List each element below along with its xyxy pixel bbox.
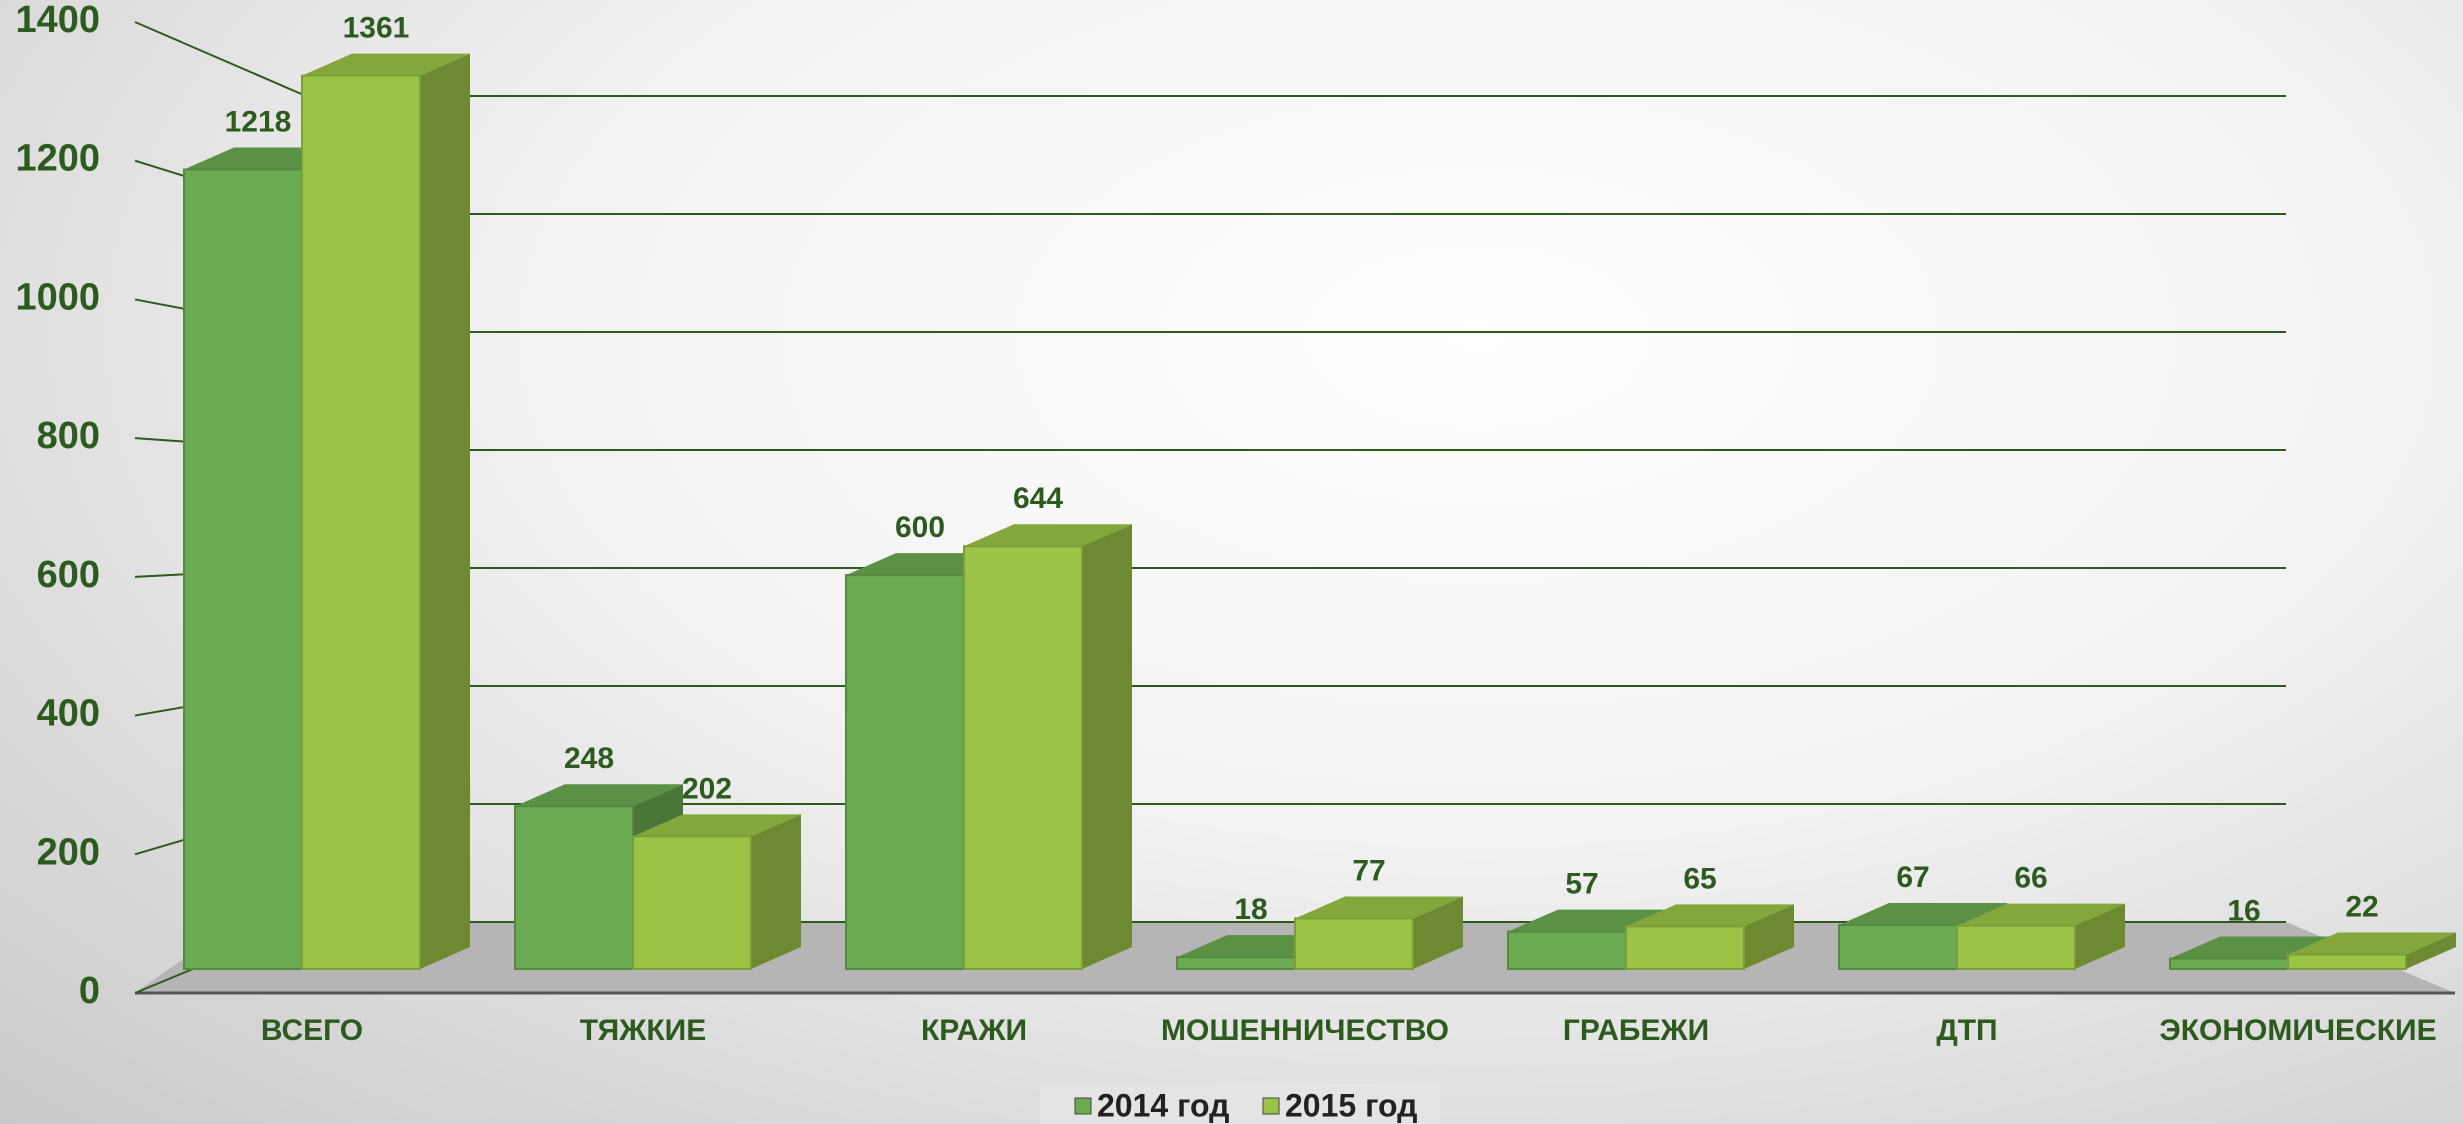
bar-top — [515, 784, 683, 807]
bar-top — [1626, 904, 1794, 927]
value-label: 16 — [2227, 894, 2260, 927]
bar-front — [2287, 953, 2407, 971]
y-tick-label: 1200 — [15, 138, 100, 180]
y-tick-label: 200 — [37, 831, 100, 873]
bar-front — [1956, 924, 2076, 971]
legend-swatch — [1262, 1097, 1280, 1115]
y-tick-label: 400 — [37, 693, 100, 735]
bar-side — [751, 814, 801, 969]
x-tick-label: МОШЕННИЧЕСТВО — [1161, 1014, 1449, 1047]
bar — [1294, 896, 1463, 971]
bar-front — [963, 545, 1083, 970]
bar-front — [301, 74, 421, 971]
bar-front — [1176, 956, 1296, 970]
bar — [2287, 932, 2456, 971]
bar — [1625, 904, 1794, 971]
bar-front — [632, 835, 752, 970]
y-tick-label: 600 — [37, 554, 100, 596]
bar-front — [1625, 925, 1745, 971]
bar — [301, 53, 470, 971]
bar-side — [420, 53, 470, 970]
bar-top — [302, 53, 470, 76]
value-label: 1361 — [343, 12, 410, 45]
bar-side — [1744, 904, 1794, 969]
value-label: 644 — [1013, 482, 1063, 515]
bar-side — [1413, 896, 1463, 969]
bar-front — [845, 574, 965, 971]
bar-front — [1507, 930, 1627, 970]
bar-top — [1295, 896, 1463, 919]
value-label: 67 — [1896, 861, 1929, 894]
x-tick-label: ВСЕГО — [261, 1014, 363, 1047]
bar-front — [514, 805, 634, 970]
legend-box — [1040, 1084, 1440, 1124]
bar — [963, 524, 1132, 970]
legend-swatch — [1074, 1097, 1092, 1115]
bar-front — [1294, 917, 1414, 971]
bar-front — [183, 168, 303, 971]
y-tick-label: 800 — [37, 415, 100, 457]
y-tick-label: 1400 — [15, 0, 100, 41]
y-tick-label: 0 — [79, 970, 100, 1012]
bar-front — [1838, 924, 1958, 970]
bar-top — [2288, 932, 2456, 955]
value-label: 65 — [1683, 862, 1716, 895]
value-label: 248 — [564, 742, 614, 775]
value-label: 57 — [1565, 868, 1598, 901]
value-label: 22 — [2345, 890, 2378, 923]
bar-side — [1082, 524, 1132, 969]
x-tick-label: КРАЖИ — [921, 1014, 1027, 1047]
value-label: 77 — [1352, 854, 1385, 887]
bar-top — [1839, 903, 2007, 926]
grid-diagonal — [134, 21, 307, 97]
bar-top — [1957, 903, 2125, 926]
bar — [632, 814, 801, 970]
value-label: 202 — [682, 772, 732, 805]
bar — [1956, 903, 2125, 971]
x-tick-label: ДТП — [1936, 1014, 1997, 1047]
y-tick-label: 1000 — [15, 276, 100, 318]
bar-side — [2406, 932, 2456, 969]
bar-front — [2169, 957, 2289, 970]
x-tick-label: ЭКОНОМИЧЕСКИЕ — [2159, 1014, 2436, 1047]
value-label: 600 — [895, 511, 945, 544]
legend-label: 2014 год — [1097, 1087, 1229, 1123]
x-tick-label: ТЯЖКИЕ — [580, 1014, 707, 1047]
bar-side — [2075, 903, 2125, 969]
legend-label: 2015 год — [1285, 1087, 1417, 1123]
bar-top — [964, 524, 1132, 547]
value-label: 18 — [1234, 893, 1267, 926]
bar-top — [633, 814, 801, 837]
value-label: 66 — [2014, 862, 2047, 895]
x-tick-label: ГРАБЕЖИ — [1563, 1014, 1709, 1047]
value-label: 1218 — [225, 105, 292, 138]
grid-line — [134, 21, 2286, 97]
